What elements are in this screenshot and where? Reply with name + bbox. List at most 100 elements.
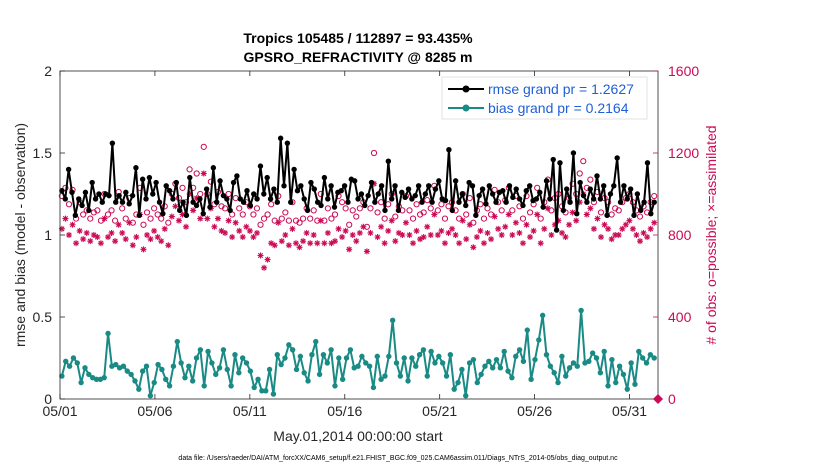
bias-data-point [474, 379, 480, 386]
obs-assimilated-point [587, 205, 594, 212]
bias-data-point [305, 378, 311, 384]
rmse-data-point [375, 191, 381, 197]
bias-data-point [105, 330, 111, 337]
obs-assimilated-point [527, 234, 534, 241]
bias-data-point [524, 327, 530, 333]
bias-data-point [459, 366, 465, 373]
obs-possible-point [456, 215, 463, 222]
obs-assimilated-point [282, 232, 289, 238]
obs-assimilated-point [530, 227, 537, 234]
obs-assimilated-point [90, 232, 97, 238]
obs-possible-point [193, 170, 200, 177]
obs-possible-point [80, 211, 87, 218]
obs-assimilated-point [175, 217, 182, 224]
obs-possible-point [342, 205, 349, 212]
obs-assimilated-point [417, 236, 424, 243]
rmse-data-point [139, 176, 146, 182]
bias-data-point [536, 337, 542, 343]
obs-assimilated-point [115, 221, 122, 228]
rmse-data-point [133, 165, 139, 171]
obs-assimilated-point [65, 232, 72, 238]
y-tick-label: 0.5 [33, 309, 53, 325]
obs-possible-point [165, 219, 172, 226]
obs-assimilated-point [626, 217, 633, 224]
rmse-data-point [587, 186, 593, 192]
obs-assimilated-point [179, 211, 186, 218]
obs-assimilated-point [622, 221, 629, 228]
rmse-data-point [597, 196, 604, 202]
obs-assimilated-point [438, 227, 445, 234]
rmse-data-point [355, 196, 361, 202]
obs-assimilated-point [488, 236, 495, 243]
y-right-tick-label: 400 [668, 309, 692, 325]
obs-assimilated-point [346, 246, 353, 253]
obs-assimilated-point [264, 256, 271, 263]
rmse-data-point [570, 150, 577, 156]
obs-possible-point [143, 209, 151, 216]
bias-data-point [93, 376, 100, 383]
obs-possible-point [122, 215, 129, 222]
obs-assimilated-point [58, 225, 65, 232]
rmse-data-point [298, 183, 304, 189]
obs-assimilated-point [473, 234, 480, 241]
obs-assimilated-point [385, 227, 392, 234]
bias-data-point [382, 373, 388, 379]
rmse-data-point [271, 186, 277, 192]
obs-assimilated-point [94, 234, 101, 241]
rmse-data-point [436, 178, 442, 184]
rmse-data-point [200, 210, 206, 217]
obs-assimilated-point [133, 234, 140, 241]
data-file-footer: data file: /Users/raeder/DAI/ATM_forcXX/… [178, 455, 618, 462]
rmse-data-point [79, 202, 85, 209]
obs-possible-point [509, 207, 516, 214]
bias-data-point [439, 360, 446, 366]
obs-assimilated-point [512, 219, 519, 226]
bias-data-point [182, 374, 188, 381]
obs-possible-point [147, 215, 154, 222]
obs-assimilated-point [317, 217, 324, 224]
rmse-data-point [607, 191, 614, 197]
rmse-data-point [449, 207, 455, 214]
rmse-data-point [537, 189, 543, 196]
rmse-data-point [409, 196, 415, 202]
obs-assimilated-point [140, 246, 147, 253]
rmse-data-point [311, 186, 318, 192]
obs-assimilated-point [434, 232, 441, 238]
rmse-data-point [220, 192, 227, 199]
obs-assimilated-point [608, 236, 615, 243]
bias-data-point [328, 347, 334, 353]
rmse-data-point [644, 160, 651, 166]
rmse-data-point [500, 188, 506, 194]
obs-assimilated-point [534, 211, 541, 218]
rmse-data-point [621, 183, 627, 189]
bias-data-point [82, 365, 88, 371]
obs-assimilated-point [285, 242, 292, 249]
obs-possible-point [310, 207, 317, 214]
rmse-data-point [604, 212, 610, 219]
obs-assimilated-point [342, 227, 349, 234]
bias-data-point [643, 360, 650, 366]
obs-assimilated-point [406, 232, 413, 238]
bias-data-point [309, 352, 315, 358]
obs-possible-point [119, 205, 126, 212]
bias-data-point [205, 348, 211, 355]
rmse-data-point [476, 192, 482, 199]
obs-possible-point [519, 215, 527, 222]
obs-assimilated-point [300, 238, 307, 245]
bias-data-point [243, 360, 250, 366]
rmse-data-point [516, 196, 523, 202]
obs-assimilated-point [193, 195, 200, 202]
obs-assimilated-point [576, 199, 583, 206]
rmse-data-point [617, 199, 624, 205]
rmse-data-point [560, 207, 567, 214]
rmse-data-point [69, 189, 75, 196]
rmse-data-point [553, 227, 560, 233]
rmse-data-point [247, 202, 254, 209]
obs-assimilated-point [222, 229, 229, 236]
obs-possible-point [576, 170, 583, 177]
obs-assimilated-point [480, 240, 487, 247]
obs-possible-point [367, 205, 374, 212]
rmse-data-point [429, 199, 435, 205]
rmse-data-point [325, 196, 331, 202]
bias-data-point [343, 355, 350, 361]
